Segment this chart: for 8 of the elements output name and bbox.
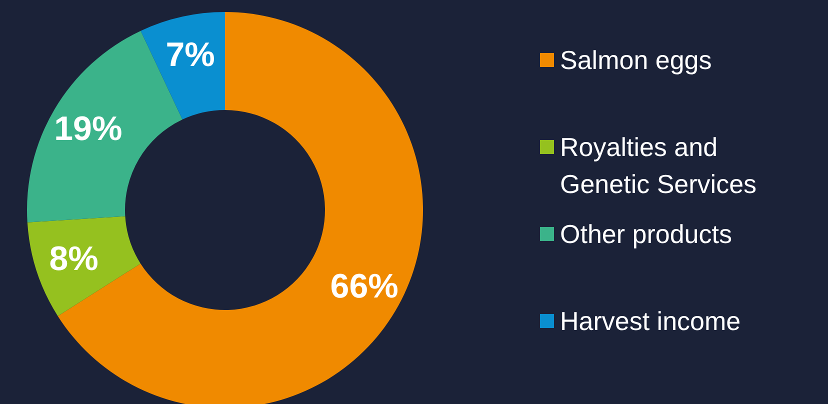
legend-label: Salmon eggs: [560, 45, 712, 75]
data-label: 66%: [330, 268, 398, 306]
data-label: 8%: [49, 240, 98, 278]
legend-label: Other products: [560, 219, 732, 249]
legend-label: Harvest income: [560, 306, 741, 336]
data-label: 19%: [54, 110, 122, 148]
data-label: 7%: [166, 36, 215, 74]
legend-label: Royalties and Genetic Services: [560, 132, 757, 199]
